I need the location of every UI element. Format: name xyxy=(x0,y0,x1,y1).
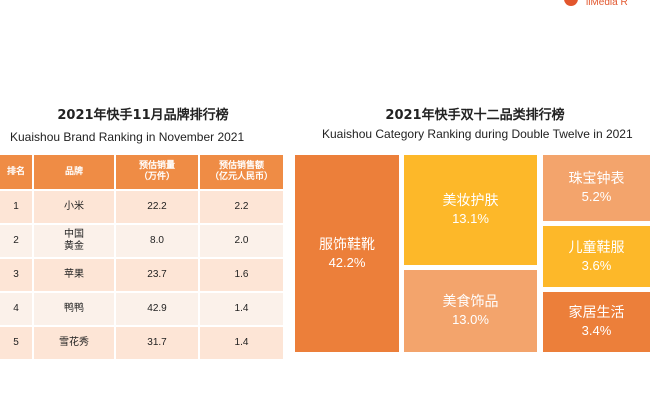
treemap-cell-jewelry: 珠宝钟表 5.2% xyxy=(543,155,650,221)
brand-cell: 鸭鸭 xyxy=(34,293,116,327)
category-treemap: 服饰鞋靴 42.2% 美妆护肤 13.1% 美食饰品 13.0% 珠宝钟表 5.2% 儿… xyxy=(295,155,650,352)
brand-ranking-table: 排名 品牌 预估销量 （万件） 预估销售额 （亿元人民币） 1 小米 22.2 2.… xyxy=(0,155,283,361)
treemap-cell-name: 儿童鞋服 xyxy=(568,239,625,256)
brand-ranking-subtitle: Kuaishou Brand Ranking in November 2021 xyxy=(10,130,245,144)
treemap-cell-beauty: 美妆护肤 13.1% xyxy=(404,155,537,265)
brand-logo: iiMedia R xyxy=(560,0,650,12)
treemap-cell-home: 家居生活 3.4% xyxy=(543,292,650,352)
rank-cell: 5 xyxy=(0,327,34,361)
treemap-cell-percent: 13.1% xyxy=(452,211,489,226)
treemap-cell-name: 美妆护肤 xyxy=(442,193,499,209)
header-sales-label: 预估销售额 （亿元人民币） xyxy=(209,161,273,182)
logo-mark-icon xyxy=(564,0,578,6)
header-sales: 预估销售额 （亿元人民币） xyxy=(200,155,283,191)
treemap-cell-percent: 13.0% xyxy=(452,312,489,327)
brand-cell: 苹果 xyxy=(34,259,116,293)
header-volume-label: 预估销量 （万件） xyxy=(138,161,175,182)
treemap-cell-name: 美食饰品 xyxy=(442,294,499,310)
brand-cell: 雪花秀 xyxy=(34,327,116,361)
category-ranking-title: 2021年快手双十二品类排行榜 xyxy=(385,108,565,123)
treemap-cell-name: 服饰鞋靴 xyxy=(319,236,375,253)
treemap-cell-percent: 3.4% xyxy=(581,323,612,338)
brand-cell: 中国 黄金 xyxy=(34,225,116,259)
header-rank: 排名 xyxy=(0,155,34,191)
header-brand-label: 品牌 xyxy=(64,166,83,177)
treemap-cell-percent: 42.2% xyxy=(328,254,366,270)
treemap-cell-apparel: 服饰鞋靴 42.2% xyxy=(295,155,399,352)
treemap-cell-food: 美食饰品 13.0% xyxy=(404,270,537,352)
header-rank-label: 排名 xyxy=(6,166,25,177)
header-brand: 品牌 xyxy=(34,155,116,191)
sales-cell: 2.0 xyxy=(200,225,283,259)
brand-ranking-title: 2021年快手11月品牌排行榜 xyxy=(57,108,229,123)
sales-cell: 1.4 xyxy=(200,293,283,327)
category-ranking-subtitle: Kuaishou Category Ranking during Double … xyxy=(322,127,633,141)
rank-cell: 2 xyxy=(0,225,34,259)
rank-cell: 4 xyxy=(0,293,34,327)
table-row: 4 鸭鸭 42.9 1.4 xyxy=(0,293,283,327)
sales-cell: 1.6 xyxy=(200,259,283,293)
table-header-row: 排名 品牌 预估销量 （万件） 预估销售额 （亿元人民币） xyxy=(0,155,283,191)
volume-cell: 23.7 xyxy=(116,259,200,293)
header-volume: 预估销量 （万件） xyxy=(116,155,200,191)
rank-cell: 1 xyxy=(0,191,34,225)
table-row: 1 小米 22.2 2.2 xyxy=(0,191,283,225)
volume-cell: 22.2 xyxy=(116,191,200,225)
logo-text: iiMedia R xyxy=(586,0,628,8)
treemap-cell-name: 家居生活 xyxy=(568,305,625,321)
sales-cell: 2.2 xyxy=(200,191,283,225)
table-row: 2 中国 黄金 8.0 2.0 xyxy=(0,225,283,259)
treemap-cell-percent: 5.2% xyxy=(581,189,612,204)
volume-cell: 31.7 xyxy=(116,327,200,361)
volume-cell: 8.0 xyxy=(116,225,200,259)
treemap-cell-percent: 3.6% xyxy=(581,257,612,273)
volume-cell: 42.9 xyxy=(116,293,200,327)
treemap-cell-name: 珠宝钟表 xyxy=(568,171,625,187)
treemap-cell-kids: 儿童鞋服 3.6% xyxy=(543,226,650,287)
table-row: 3 苹果 23.7 1.6 xyxy=(0,259,283,293)
rank-cell: 3 xyxy=(0,259,34,293)
brand-cell: 小米 xyxy=(34,191,116,225)
table-row: 5 雪花秀 31.7 1.4 xyxy=(0,327,283,361)
sales-cell: 1.4 xyxy=(200,327,283,361)
